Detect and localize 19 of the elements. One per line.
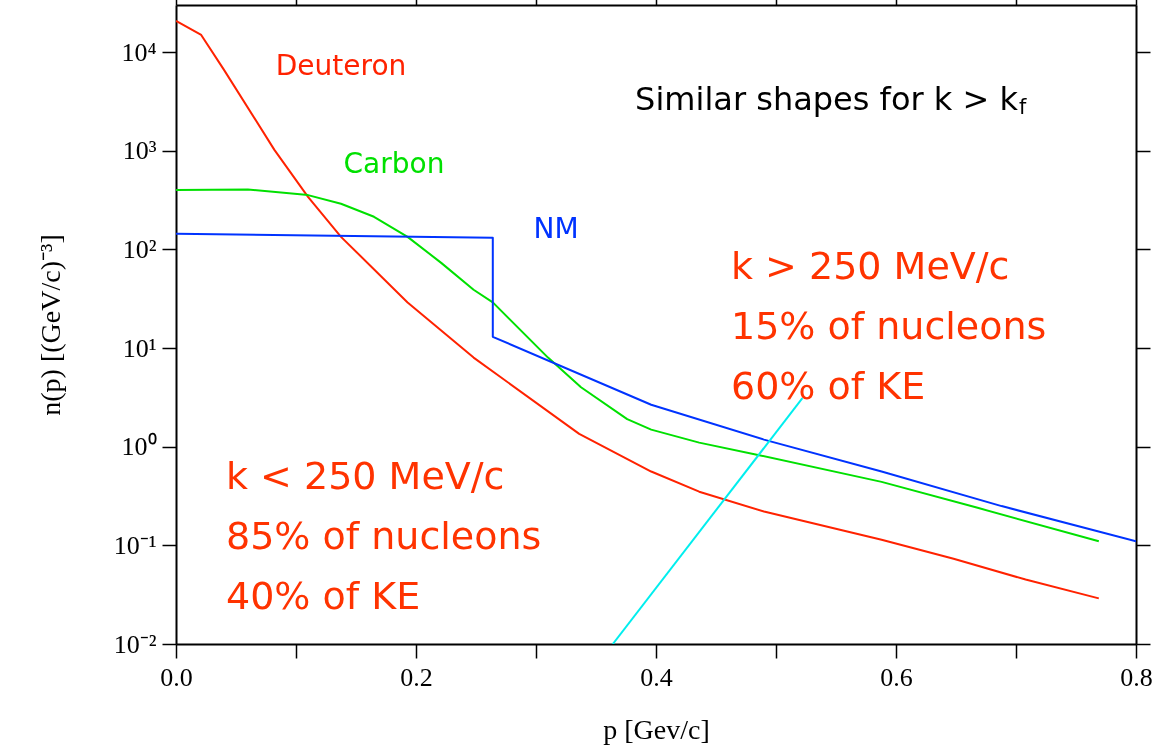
x-tick-label: 0.6 bbox=[880, 662, 913, 692]
x-tick-label: 0.0 bbox=[160, 662, 193, 692]
series-label: Deuteron bbox=[275, 49, 407, 82]
y-tick-label: 10⁰ bbox=[121, 432, 157, 462]
series-label: NM bbox=[533, 212, 579, 245]
y-axis-title: n(p) [(GeV/c)⁻³] bbox=[34, 234, 66, 416]
y-tick-label: 10⁻¹ bbox=[113, 530, 157, 560]
series-label: Carbon bbox=[343, 147, 445, 180]
y-tick-label: 10¹ bbox=[122, 333, 157, 363]
y-tick-label: 10² bbox=[122, 234, 157, 264]
y-tick-label: 10⁴ bbox=[121, 37, 157, 67]
annotation: k > 250 MeV/c 15% of nucleons 60% of KE bbox=[731, 244, 1047, 408]
y-tick-label: 10³ bbox=[122, 136, 157, 166]
x-tick-label: 0.8 bbox=[1120, 662, 1153, 692]
y-tick-label: 10⁻² bbox=[113, 629, 157, 659]
annotation: k < 250 MeV/c 85% of nucleons 40% of KE bbox=[226, 454, 542, 618]
x-axis-title: p [Gev/c] bbox=[603, 713, 710, 745]
x-tick-label: 0.4 bbox=[640, 662, 673, 692]
x-tick-label: 0.2 bbox=[400, 662, 433, 692]
